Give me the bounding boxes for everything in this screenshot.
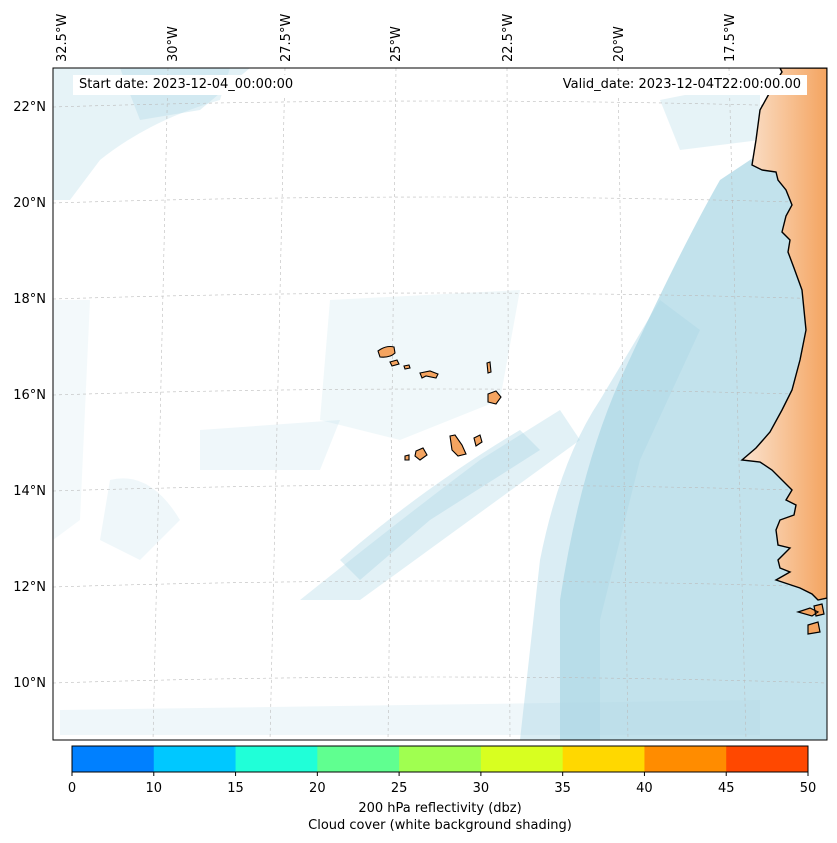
colorbar-tick-label: 40: [636, 781, 653, 796]
colorbar-segment: [153, 746, 237, 772]
valid-date-label: Valid_date: 2023-12-04T22:00:00.00: [556, 75, 807, 95]
lon-label: 20°W: [612, 26, 627, 62]
map-content: [53, 68, 827, 740]
colorbar-segment: [399, 746, 482, 772]
lon-label: 22.5°W: [501, 14, 516, 62]
colorbar-subtitle: Cloud cover (white background shading): [308, 818, 572, 833]
island-maio: [473, 434, 483, 447]
colorbar-tick-label: 15: [227, 781, 244, 796]
map-frame: [52, 67, 828, 741]
colorbar-segment: [644, 746, 727, 772]
lat-label: 20°N: [13, 196, 46, 211]
lon-label: 27.5°W: [279, 14, 294, 62]
colorbar-tick-label: 20: [309, 781, 326, 796]
colorbar-tick-label: 30: [473, 781, 490, 796]
colorbar-segment: [726, 746, 809, 772]
colorbar-title: 200 hPa reflectivity (dbz): [358, 801, 522, 816]
island-santiago: [449, 434, 467, 457]
lat-label: 10°N: [13, 676, 46, 691]
island-sao-vicente: [389, 359, 400, 367]
latitude-labels: 22°N 20°N 18°N 16°N 14°N 12°N 10°N: [13, 100, 46, 691]
lon-label: 25°W: [389, 26, 404, 62]
colorbar-segment: [562, 746, 645, 772]
colorbar-tick-label: 10: [146, 781, 163, 796]
colorbar-segment: [317, 746, 400, 772]
island-boa-vista: [487, 390, 502, 405]
colorbar-tick-label: 45: [718, 781, 735, 796]
island-brava: [404, 454, 410, 461]
lat-label: 22°N: [13, 100, 46, 115]
colorbar-segment: [480, 746, 564, 772]
start-date-label: Start date: 2023-12-04_00:00:00: [73, 75, 300, 95]
colorbar-tick-label: 50: [800, 781, 817, 796]
lat-label: 16°N: [13, 388, 46, 403]
island-sal: [486, 361, 492, 374]
colorbar-segment: [235, 746, 318, 772]
lon-label: 30°W: [166, 26, 181, 62]
longitude-labels: 32.5°W 30°W 27.5°W 25°W 22.5°W 20°W 17.5…: [55, 14, 738, 62]
colorbar-ticks: 0 10 15 20 25 30 35 40 45 50: [68, 772, 816, 796]
lon-label: 17.5°W: [723, 14, 738, 62]
graticule: [53, 68, 827, 740]
colorbar-frame: [71, 745, 809, 773]
lon-label: 32.5°W: [55, 14, 70, 62]
colorbar-tick-label: 25: [391, 781, 408, 796]
lat-label: 18°N: [13, 292, 46, 307]
colorbar-tick-label: 35: [554, 781, 571, 796]
cloud-cover-shading: [53, 68, 827, 740]
island-fogo: [414, 447, 428, 461]
colorbar-segments: [72, 746, 809, 772]
island-santa-luzia: [403, 364, 411, 370]
island-sao-nicolau: [419, 370, 439, 379]
colorbar-tick-label: 0: [68, 781, 76, 796]
lat-label: 12°N: [13, 580, 46, 595]
island-santo-antao: [377, 345, 396, 358]
colorbar: 0 10 15 20 25 30 35 40 45 50: [68, 745, 816, 796]
colorbar-segment: [72, 746, 155, 772]
africa-coast-south: [795, 603, 825, 635]
lat-label: 14°N: [13, 484, 46, 499]
cape-verde-islands: [377, 345, 502, 461]
